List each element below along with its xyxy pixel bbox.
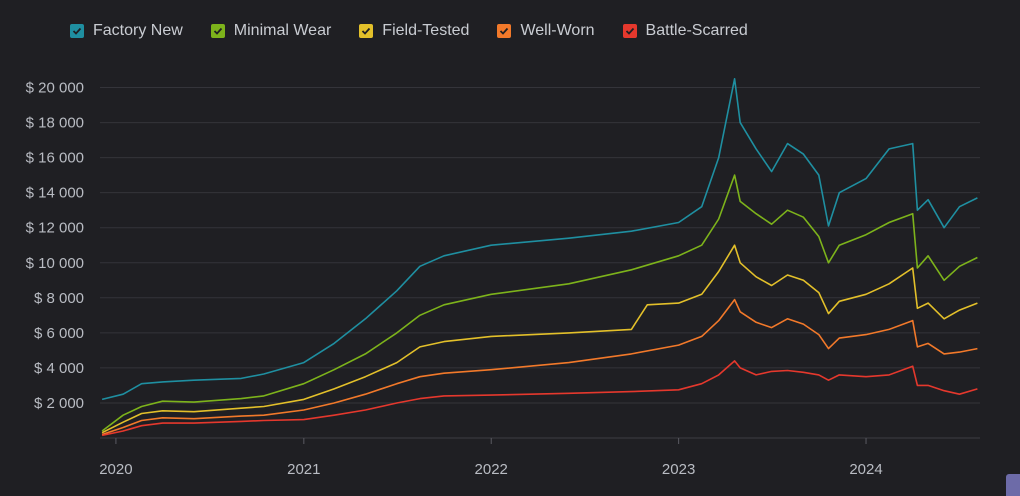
y-tick-label: $ 10 000 [26,255,84,272]
scroll-thumb[interactable] [1006,474,1020,496]
legend-item-minimal-wear[interactable]: Minimal Wear [210,22,332,40]
legend-label: Well-Worn [520,22,595,39]
series-line-factory-new[interactable] [101,78,978,401]
legend-label: Field-Tested [382,22,470,39]
legend-label: Minimal Wear [233,22,332,39]
checkbox-icon[interactable] [359,24,374,38]
legend-label: Factory New [93,22,183,39]
checkbox-icon[interactable] [210,24,225,38]
series-line-well-worn[interactable] [101,298,978,436]
y-axis: $ 2 000 $ 4 000 $ 6 000 $ 8 000 $ 10 000 $ 12… [26,80,84,412]
x-tick-label: 2021 [287,461,320,478]
checkbox-icon[interactable] [497,24,512,38]
y-tick-label: $ 20 000 [26,80,84,97]
legend-item-field-tested[interactable]: Field-Tested [359,22,469,40]
legend-item-battle-scarred[interactable]: Battle-Scarred [622,22,748,40]
legend-item-well-worn[interactable]: Well-Worn [497,22,595,40]
series-line-battle-scarred[interactable] [101,360,978,437]
series-line-minimal-wear[interactable] [101,174,978,432]
y-tick-label: $ 8 000 [34,290,84,307]
x-axis: 2020 2021 2022 2023 2024 [99,438,883,478]
series-line-field-tested[interactable] [101,244,978,434]
grid-lines [100,87,980,439]
y-tick-label: $ 14 000 [26,185,84,202]
y-tick-label: $ 2 000 [34,395,84,412]
y-tick-label: $ 18 000 [26,115,84,132]
x-tick-label: 2023 [662,461,695,478]
series-lines [101,78,978,437]
x-tick-label: 2020 [99,461,132,478]
x-tick-label: 2022 [475,461,508,478]
checkbox-icon[interactable] [622,24,637,38]
legend-item-factory-new[interactable]: Factory New [70,22,183,40]
legend-label: Battle-Scarred [645,22,748,39]
x-tick-label: 2024 [849,461,882,478]
checkbox-icon[interactable] [70,24,84,38]
y-tick-label: $ 16 000 [26,150,84,167]
y-tick-label: $ 4 000 [34,360,84,377]
y-tick-label: $ 6 000 [34,325,84,342]
y-tick-label: $ 12 000 [26,220,84,237]
chart-legend: Factory New Minimal Wear Field-Tested We… [70,22,776,40]
